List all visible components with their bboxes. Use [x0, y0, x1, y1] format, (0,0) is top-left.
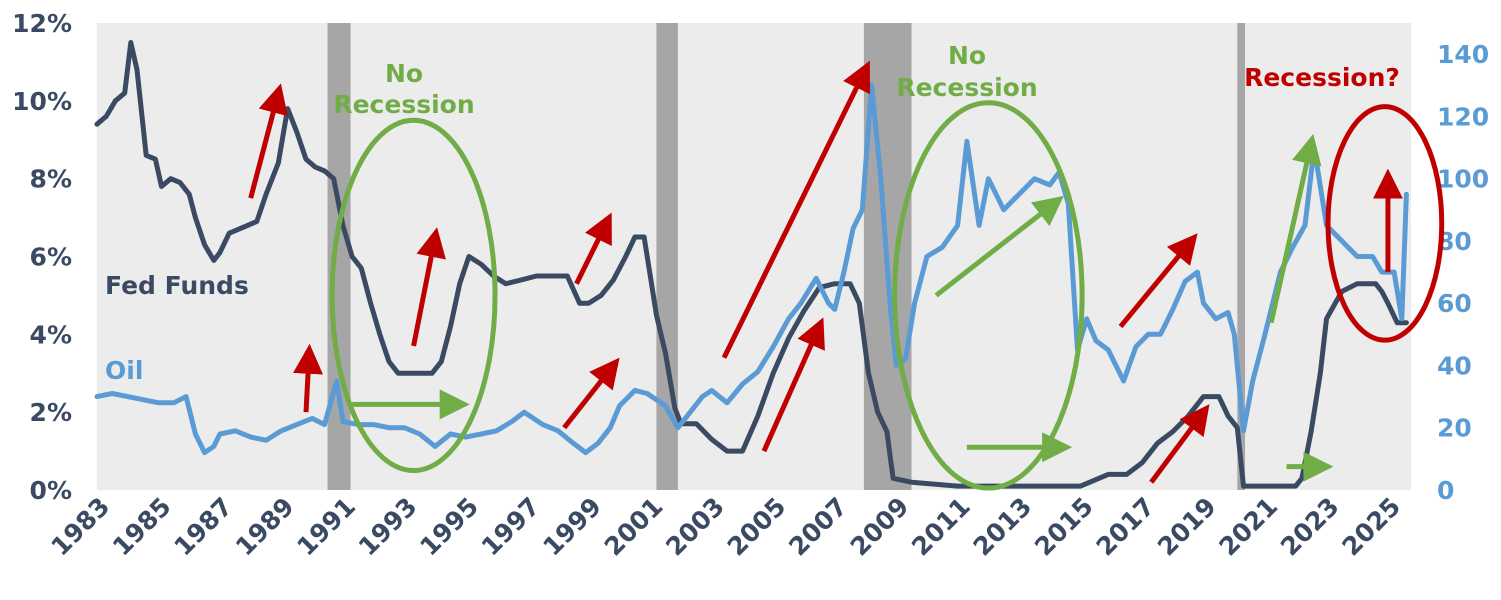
no-recession-1-line2: Recession: [333, 90, 474, 119]
x-tick-2009: 2009: [845, 492, 915, 562]
x-tick-2021: 2021: [1214, 492, 1284, 562]
annotation-ellipse-2: [892, 100, 1085, 491]
x-tick-2001: 2001: [599, 492, 669, 562]
right-tick-120: 120: [1437, 102, 1489, 131]
x-tick-1997: 1997: [476, 492, 546, 562]
left-axis-ticks: 0% 2% 4% 6% 8% 10% 12%: [12, 9, 72, 505]
x-tick-1987: 1987: [168, 492, 238, 562]
left-tick-4pct: 4%: [30, 320, 72, 349]
no-recession-2-line2: Recession: [896, 73, 1037, 102]
x-tick-2011: 2011: [906, 492, 976, 562]
red-up-arrow-5: [562, 357, 620, 430]
right-tick-0: 0: [1437, 476, 1454, 505]
red-up-arrow-7: [761, 317, 825, 453]
red-up-arrow-4: [574, 212, 612, 285]
red-up-arrow-2: [293, 343, 324, 413]
left-tick-10pct: 10%: [12, 87, 72, 116]
left-tick-8pct: 8%: [30, 165, 72, 194]
x-tick-2007: 2007: [783, 492, 853, 562]
red-up-arrow-1: [248, 83, 288, 199]
x-tick-2023: 2023: [1275, 492, 1345, 562]
green-arrow-14: [1268, 133, 1322, 324]
x-tick-2013: 2013: [968, 492, 1038, 562]
x-tick-1989: 1989: [230, 492, 300, 562]
x-tick-2017: 2017: [1091, 492, 1161, 562]
red-up-arrow-6: [721, 60, 871, 359]
recession-band-4: [1237, 23, 1246, 490]
left-tick-0pct: 0%: [30, 476, 72, 505]
fed-funds-label: Fed Funds: [105, 271, 249, 300]
no-recession-2-line1: No: [948, 41, 986, 70]
right-tick-100: 100: [1437, 165, 1489, 194]
x-tick-2025: 2025: [1336, 492, 1406, 562]
x-axis-ticks: 1983198519871989199119931995199719992001…: [46, 492, 1407, 562]
x-tick-1995: 1995: [414, 492, 484, 562]
recession-question-label: Recession?: [1244, 63, 1400, 92]
red-up-arrow-8: [1118, 233, 1198, 329]
oil-label: Oil: [105, 356, 143, 385]
x-tick-2003: 2003: [660, 492, 730, 562]
x-tick-2019: 2019: [1152, 492, 1222, 562]
left-tick-2pct: 2%: [30, 398, 72, 427]
x-tick-1999: 1999: [537, 492, 607, 562]
x-tick-1993: 1993: [353, 492, 423, 562]
right-tick-20: 20: [1437, 414, 1472, 443]
red-up-arrow-3: [411, 227, 446, 347]
annotations: [248, 60, 1445, 491]
left-tick-6pct: 6%: [30, 243, 72, 272]
series-line-oil: [94, 82, 1409, 456]
recession-band-2: [656, 23, 678, 490]
left-tick-12pct: 12%: [12, 9, 72, 38]
series-line-fed-funds: [94, 40, 1409, 489]
series-lines: [94, 40, 1409, 489]
x-tick-1991: 1991: [291, 492, 361, 562]
x-tick-2015: 2015: [1029, 492, 1099, 562]
right-tick-40: 40: [1437, 351, 1472, 380]
right-tick-60: 60: [1437, 289, 1472, 318]
annotation-ellipse-3: [1325, 104, 1445, 343]
x-tick-2005: 2005: [722, 492, 792, 562]
green-arrow-12: [934, 195, 1064, 298]
no-recession-1-line1: No: [385, 59, 423, 88]
red-up-arrow-9: [1149, 404, 1210, 484]
right-tick-140: 140: [1437, 40, 1489, 69]
recession-band-1: [327, 23, 351, 490]
annotation-ellipse-1: [329, 117, 498, 474]
x-tick-1985: 1985: [107, 492, 177, 562]
